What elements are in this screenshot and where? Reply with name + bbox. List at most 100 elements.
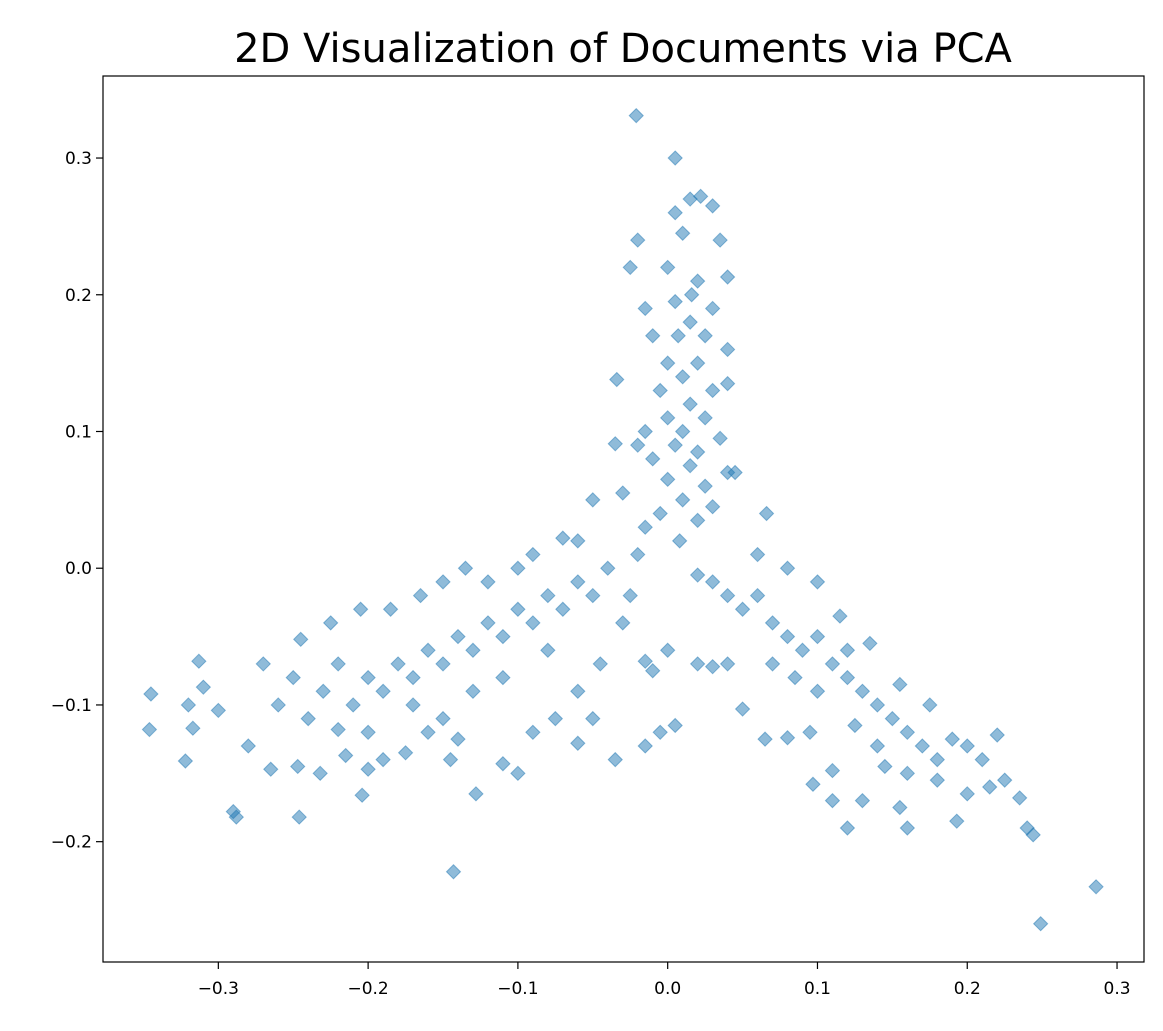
point	[682, 457, 698, 474]
point	[570, 574, 586, 590]
point	[637, 519, 653, 535]
point	[555, 530, 571, 546]
point	[809, 683, 826, 699]
point	[974, 751, 990, 768]
point	[468, 786, 484, 802]
point	[892, 676, 908, 693]
point	[944, 731, 960, 747]
point	[615, 615, 631, 631]
point	[540, 642, 556, 658]
point	[457, 560, 474, 576]
point	[450, 628, 466, 645]
point	[510, 601, 526, 617]
point	[630, 437, 646, 453]
point	[263, 761, 279, 777]
point	[615, 485, 631, 501]
point	[390, 656, 406, 672]
point	[689, 656, 706, 672]
point	[293, 631, 309, 648]
point	[330, 721, 346, 738]
chart-title: 2D Visualization of Documents via PCA	[234, 26, 1012, 72]
point	[592, 656, 608, 672]
point	[585, 710, 601, 727]
point	[674, 423, 691, 440]
point	[824, 762, 841, 779]
point	[914, 738, 931, 754]
point	[805, 776, 821, 792]
point	[982, 779, 998, 795]
point	[689, 512, 706, 529]
point	[270, 697, 286, 713]
y-tick-label: −0.2	[51, 833, 92, 853]
point	[637, 423, 653, 440]
point	[779, 560, 796, 576]
point	[210, 702, 227, 719]
point	[585, 492, 601, 508]
point	[734, 601, 751, 617]
point	[360, 724, 376, 741]
point	[609, 371, 625, 388]
point	[141, 721, 158, 738]
point	[360, 669, 376, 686]
point	[719, 587, 736, 604]
plot-frame	[102, 75, 1145, 963]
point	[704, 300, 721, 317]
point	[645, 663, 661, 679]
point	[360, 761, 376, 777]
point	[892, 799, 908, 816]
point	[480, 615, 496, 631]
x-tick-label: 0.3	[1104, 979, 1131, 999]
point	[802, 724, 818, 741]
point	[405, 697, 421, 713]
point	[659, 642, 676, 658]
point	[185, 720, 201, 736]
point	[794, 642, 811, 658]
point	[195, 679, 212, 695]
point	[412, 587, 429, 604]
point	[989, 727, 1005, 743]
point	[749, 587, 766, 604]
point	[637, 653, 653, 669]
point	[180, 697, 197, 713]
point	[652, 724, 668, 741]
x-tick-label: 0.1	[804, 979, 831, 999]
point	[659, 355, 676, 371]
point	[659, 259, 676, 276]
point	[704, 574, 721, 590]
point	[330, 656, 346, 672]
point	[869, 697, 886, 713]
point	[445, 864, 462, 880]
point	[839, 669, 856, 686]
point	[600, 560, 616, 576]
point	[824, 656, 841, 672]
y-tick-label: −0.1	[51, 696, 92, 716]
point	[854, 792, 871, 809]
point	[300, 710, 316, 727]
point	[689, 444, 706, 460]
point	[420, 724, 436, 741]
point	[869, 738, 886, 754]
point	[667, 205, 683, 221]
point	[779, 628, 796, 645]
point	[143, 686, 159, 702]
point	[645, 451, 661, 467]
point	[191, 653, 207, 669]
point	[704, 498, 721, 515]
x-tick-label: −0.3	[198, 979, 239, 999]
point	[847, 717, 863, 734]
y-tick-label: 0.0	[65, 559, 92, 579]
point	[667, 150, 683, 166]
point	[570, 533, 586, 549]
y-tick-label: 0.1	[65, 422, 92, 442]
point	[734, 701, 751, 717]
point	[652, 505, 668, 522]
point	[322, 615, 339, 631]
point	[1032, 916, 1049, 932]
point	[682, 191, 698, 207]
point	[704, 658, 721, 675]
point	[854, 683, 871, 699]
point	[884, 710, 901, 727]
point	[719, 341, 736, 358]
point	[764, 656, 781, 672]
